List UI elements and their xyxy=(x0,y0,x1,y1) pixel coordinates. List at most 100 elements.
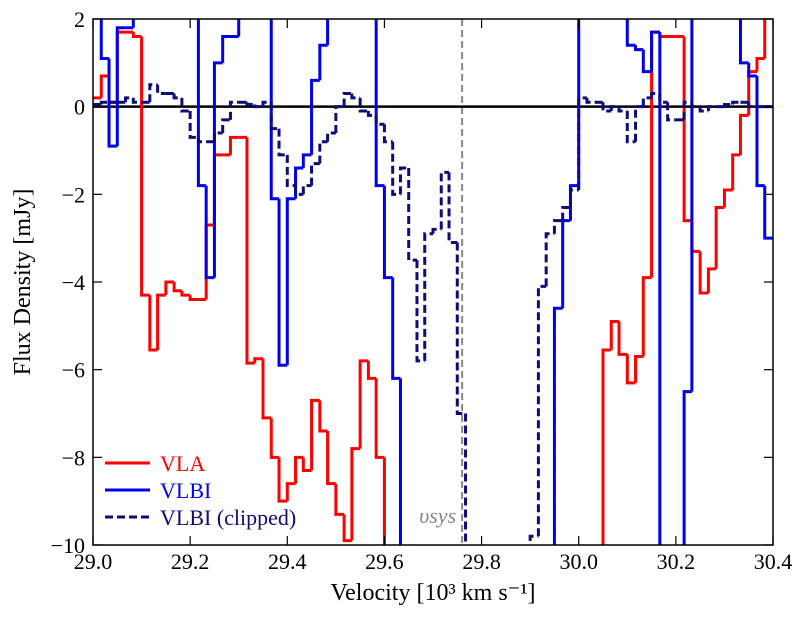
step xyxy=(318,400,328,433)
step xyxy=(301,457,312,472)
x-tick-label: 30.4 xyxy=(754,549,793,574)
step xyxy=(625,19,636,47)
step xyxy=(666,102,676,122)
step xyxy=(261,358,272,420)
step xyxy=(156,84,166,96)
y-tick-label: −4 xyxy=(62,270,85,295)
step xyxy=(221,35,231,63)
step xyxy=(204,185,215,280)
step xyxy=(731,100,741,105)
step xyxy=(617,106,628,113)
step xyxy=(382,185,393,280)
x-tick-label: 29.6 xyxy=(365,549,404,574)
step xyxy=(544,232,555,287)
step xyxy=(131,97,142,104)
step xyxy=(763,19,767,59)
step xyxy=(156,293,166,350)
step xyxy=(382,457,386,545)
step xyxy=(124,96,134,103)
step xyxy=(334,483,345,516)
step xyxy=(221,118,231,133)
step xyxy=(738,19,749,65)
step xyxy=(601,348,612,545)
step xyxy=(245,102,255,106)
step xyxy=(148,83,158,103)
step xyxy=(350,93,361,100)
y-tick-label: −8 xyxy=(62,445,85,470)
step xyxy=(382,124,393,144)
step xyxy=(690,102,701,109)
step xyxy=(722,188,733,208)
step xyxy=(131,32,142,39)
y-tick-label: −6 xyxy=(62,358,85,383)
step xyxy=(391,277,401,380)
step xyxy=(326,431,336,486)
step xyxy=(455,242,466,415)
step xyxy=(601,102,612,113)
step xyxy=(682,100,692,120)
step xyxy=(528,534,539,545)
step xyxy=(423,232,433,361)
step xyxy=(326,19,330,46)
step xyxy=(172,93,182,100)
step xyxy=(439,170,450,230)
step xyxy=(318,140,328,164)
step xyxy=(658,32,662,545)
step xyxy=(763,185,773,240)
x-axis-label: Velocity [10³ km s⁻¹] xyxy=(330,580,535,606)
step xyxy=(634,355,644,383)
step xyxy=(180,97,191,113)
step xyxy=(706,105,717,112)
step xyxy=(148,295,158,352)
step xyxy=(634,45,644,52)
step xyxy=(698,106,709,113)
legend-label: VLBI (clipped) xyxy=(160,505,296,530)
step xyxy=(115,26,126,147)
step xyxy=(374,378,385,459)
step xyxy=(561,205,571,221)
step xyxy=(407,168,417,262)
step xyxy=(99,100,110,105)
step xyxy=(301,184,312,195)
step xyxy=(650,92,660,98)
step xyxy=(342,514,352,543)
step xyxy=(698,251,709,295)
step xyxy=(269,19,280,201)
step xyxy=(285,154,296,188)
step xyxy=(641,276,652,357)
x-tick-label: 29.4 xyxy=(268,549,307,574)
step xyxy=(431,227,442,234)
plot-area xyxy=(93,19,773,545)
step xyxy=(350,447,361,541)
step xyxy=(358,97,369,113)
step xyxy=(310,398,320,471)
step xyxy=(180,290,191,297)
step xyxy=(641,96,652,107)
step xyxy=(99,19,110,60)
step xyxy=(366,111,377,117)
step xyxy=(625,354,636,385)
step xyxy=(577,19,581,186)
y-axis-label: Flux Density [mJy] xyxy=(10,189,36,376)
step xyxy=(212,61,223,278)
step xyxy=(294,185,304,196)
step xyxy=(552,306,563,545)
step xyxy=(342,92,352,107)
x-tick-label: 30.2 xyxy=(657,549,696,574)
step xyxy=(285,197,296,366)
step xyxy=(609,105,620,112)
step xyxy=(318,43,328,81)
x-tick-label: 29.2 xyxy=(171,549,210,574)
step xyxy=(310,78,320,155)
step xyxy=(237,19,241,37)
step xyxy=(585,97,595,104)
y-tick-label: 0 xyxy=(74,95,85,120)
step xyxy=(650,30,660,72)
step xyxy=(310,162,320,186)
step xyxy=(391,141,401,196)
step xyxy=(269,102,280,131)
step xyxy=(188,111,199,139)
step xyxy=(228,135,239,155)
step xyxy=(568,184,579,221)
